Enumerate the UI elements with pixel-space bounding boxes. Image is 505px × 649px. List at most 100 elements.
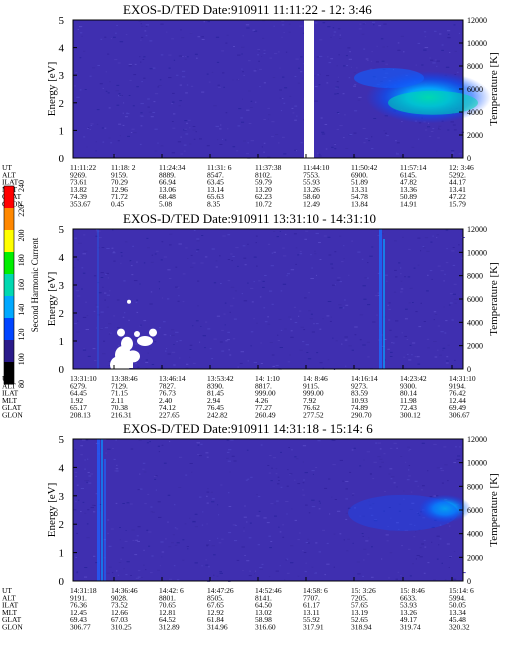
noise-speck	[150, 116, 154, 118]
y2-tick-label: 2000	[467, 131, 483, 140]
noise-speck	[79, 57, 82, 59]
table-cell: 10.72	[255, 200, 272, 209]
table-cell: 61.17	[303, 601, 320, 610]
table-cell: 11.98	[400, 396, 417, 405]
table-cell: 300.12	[400, 411, 421, 420]
noise-speck	[291, 449, 293, 451]
noise-speck	[295, 247, 298, 249]
noise-speck	[447, 37, 450, 39]
table-cell: 77.27	[255, 403, 272, 412]
noise-speck	[421, 64, 424, 66]
noise-speck	[334, 93, 337, 95]
noise-speck	[423, 49, 427, 51]
noise-speck	[75, 501, 77, 503]
noise-speck	[433, 319, 435, 321]
noise-speck	[81, 267, 84, 269]
noise-speck	[330, 316, 332, 318]
noise-speck	[271, 252, 274, 254]
noise-speck	[147, 106, 150, 108]
noise-speck	[76, 96, 80, 98]
table-row-label: MLT	[2, 396, 18, 405]
noise-speck	[255, 101, 257, 103]
noise-speck	[176, 74, 179, 76]
noise-speck	[434, 59, 437, 61]
noise-speck	[341, 307, 345, 309]
noise-speck	[201, 565, 203, 567]
table-cell: 1.92	[70, 396, 83, 405]
noise-speck	[141, 36, 144, 38]
noise-speck	[452, 293, 456, 295]
noise-speck	[157, 86, 160, 88]
noise-speck	[300, 326, 304, 328]
noise-speck	[370, 514, 374, 516]
noise-speck	[417, 363, 421, 365]
table-cell: 14.91	[400, 200, 417, 209]
noise-speck	[365, 58, 369, 60]
noise-speck	[260, 342, 262, 344]
noise-speck	[314, 572, 317, 574]
table-cell: 57.65	[351, 601, 368, 610]
noise-speck	[301, 77, 303, 79]
noise-speck	[279, 231, 281, 232]
noise-speck	[245, 24, 250, 26]
noise-speck	[291, 107, 294, 109]
noise-speck	[423, 31, 427, 33]
noise-speck	[217, 504, 219, 506]
noise-speck	[318, 242, 321, 243]
noise-speck	[138, 440, 142, 441]
noise-speck	[401, 121, 403, 123]
table-row-label: GLON	[2, 623, 23, 632]
noise-speck	[294, 105, 298, 107]
noise-speck	[151, 364, 155, 365]
noise-speck	[408, 248, 411, 250]
noise-speck	[370, 576, 374, 578]
noise-speck	[267, 118, 269, 120]
noise-speck	[275, 365, 279, 367]
noise-speck	[375, 61, 379, 63]
noise-speck	[218, 542, 222, 544]
noise-speck	[173, 59, 176, 61]
noise-speck	[365, 540, 369, 542]
noise-speck	[368, 140, 371, 142]
noise-speck	[248, 123, 252, 124]
y2-axis-label: Temperature [K]	[488, 473, 500, 546]
noise-speck	[371, 546, 373, 548]
table-cell: 76.36	[70, 601, 87, 610]
noise-speck	[377, 456, 381, 458]
noise-speck	[454, 50, 457, 52]
noise-speck	[319, 73, 321, 75]
noise-speck	[331, 146, 334, 148]
noise-speck	[82, 272, 86, 274]
noise-speck	[327, 56, 329, 58]
noise-speck	[456, 458, 460, 460]
noise-speck	[73, 267, 76, 269]
noise-speck	[148, 111, 152, 113]
noise-speck	[433, 443, 437, 445]
noise-speck	[205, 559, 207, 561]
noise-speck	[394, 240, 397, 242]
table-cell: 9028.	[111, 593, 128, 602]
noise-speck	[437, 325, 441, 327]
noise-speck	[300, 56, 303, 58]
noise-speck	[279, 347, 283, 348]
noise-speck	[168, 67, 171, 69]
noise-speck	[308, 512, 311, 514]
table-cell: 12.92	[207, 608, 224, 617]
table-cell: 11:18: 2	[111, 163, 136, 172]
noise-speck	[248, 575, 252, 577]
table-cell: 6900.	[351, 170, 368, 179]
noise-speck	[362, 344, 366, 346]
noise-speck	[154, 128, 158, 130]
y-tick-label: 4	[59, 43, 65, 55]
table-cell: 13.34	[449, 608, 466, 617]
colorbar-tick-label: 180	[17, 254, 26, 266]
noise-speck	[75, 475, 77, 477]
y-tick-label: 0	[59, 576, 65, 588]
colorbar-tick-label: 80	[17, 380, 26, 388]
noise-speck	[227, 331, 230, 333]
table-cell: 13:53:42	[207, 374, 234, 383]
noise-speck	[153, 101, 156, 103]
noise-speck	[379, 448, 382, 450]
noise-speck	[128, 319, 130, 321]
noise-speck	[331, 496, 333, 498]
